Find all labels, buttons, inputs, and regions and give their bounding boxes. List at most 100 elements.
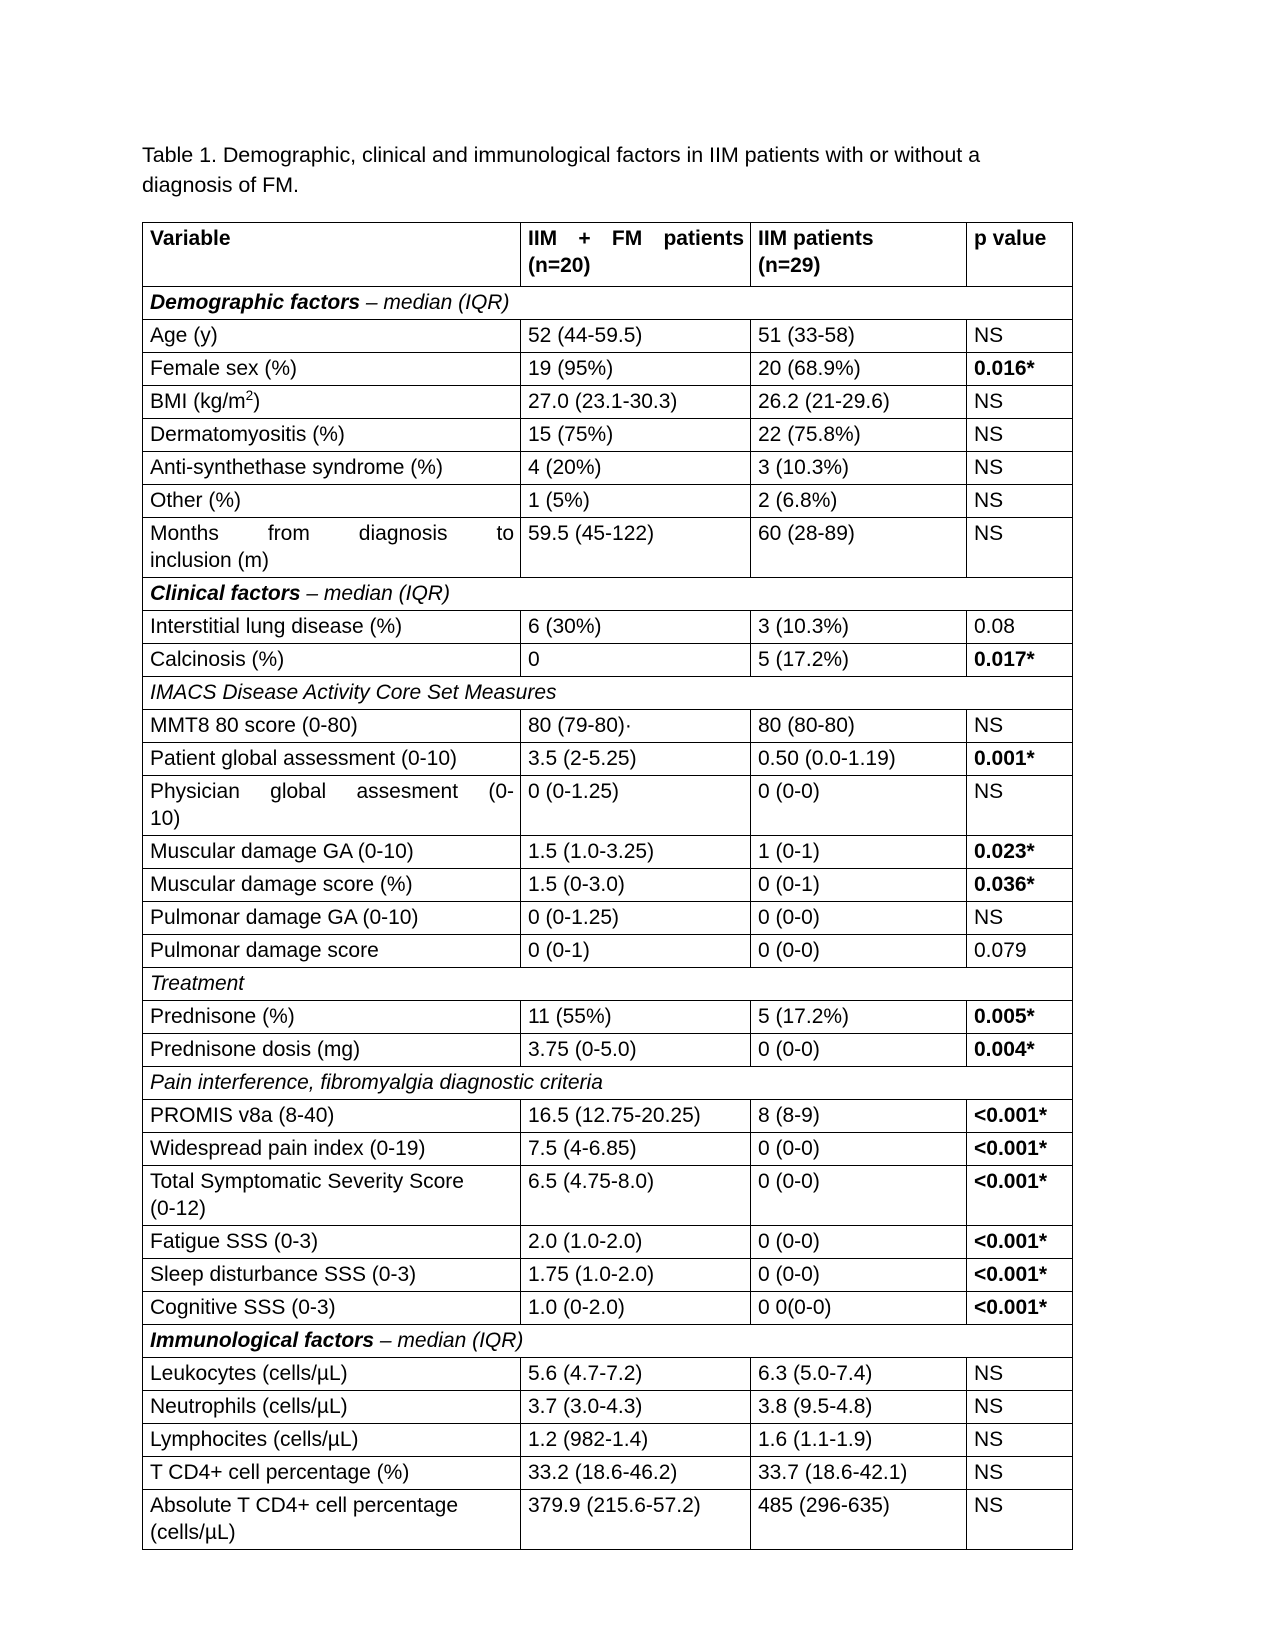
column-header-p-value: p value (966, 222, 1073, 287)
cell-iim-fm-value: 7.5 (4-6.85) (520, 1132, 751, 1166)
cell-iim-value: 0.50 (0.0-1.19) (750, 742, 967, 776)
row-variable-label: Interstitial lung disease (%) (142, 610, 521, 644)
cell-p-value: 0.036* (966, 868, 1073, 902)
cell-p-value: NS (966, 1357, 1073, 1391)
cell-p-value: <0.001* (966, 1099, 1073, 1133)
table-row: Interstitial lung disease (%) 6 (30%) 3 (1… (142, 610, 1073, 644)
cell-p-value: 0.079 (966, 934, 1073, 968)
section-title: Clinical factors – median (IQR) (142, 577, 1073, 611)
cell-iim-value: 80 (80-80) (750, 709, 967, 743)
table-row: Neutrophils (cells/µL) 3.7 (3.0-4.3) 3.8 (… (142, 1390, 1073, 1424)
cell-p-value: NS (966, 319, 1073, 353)
cell-p-value: NS (966, 709, 1073, 743)
cell-p-value: NS (966, 1456, 1073, 1490)
cell-iim-value: 0 (0-1) (750, 868, 967, 902)
row-variable-label: Widespread pain index (0-19) (142, 1132, 521, 1166)
cell-p-value: NS (966, 484, 1073, 518)
demographics-table: Variable IIM + FM patients (n=20) IIM patie… (142, 222, 1073, 1550)
cell-iim-value: 2 (6.8%) (750, 484, 967, 518)
section-title: Demographic factors – median (IQR) (142, 286, 1073, 320)
table-row: Dermatomyositis (%) 15 (75%) 22 (75.8%) NS (142, 418, 1073, 452)
section-title: IMACS Disease Activity Core Set Measures (142, 676, 1073, 710)
cell-iim-fm-value: 27.0 (23.1-30.3) (520, 385, 751, 419)
cell-iim-fm-value: 0 (0-1) (520, 934, 751, 968)
table-body: Variable IIM + FM patients (n=20) IIM patie… (142, 222, 1073, 1550)
table-row: T CD4+ cell percentage (%) 33.2 (18.6-46.… (142, 1456, 1073, 1490)
section-header-row: IMACS Disease Activity Core Set Measures (142, 676, 1073, 710)
cell-iim-value: 33.7 (18.6-42.1) (750, 1456, 967, 1490)
table-row: Sleep disturbance SSS (0-3) 1.75 (1.0-2.0… (142, 1258, 1073, 1292)
cell-p-value: NS (966, 901, 1073, 935)
cell-p-value: NS (966, 1423, 1073, 1457)
table-row: Absolute T CD4+ cell percentage (cells/µL… (142, 1489, 1073, 1550)
row-variable-label: Prednisone (%) (142, 1000, 521, 1034)
row-variable-label: Fatigue SSS (0-3) (142, 1225, 521, 1259)
row-variable-label: Muscular damage score (%) (142, 868, 521, 902)
table-row: Anti-synthethase syndrome (%) 4 (20%) 3 (1… (142, 451, 1073, 485)
cell-iim-fm-value: 1.0 (0-2.0) (520, 1291, 751, 1325)
cell-iim-value: 0 (0-0) (750, 775, 967, 836)
row-variable-label: Total Symptomatic Severity Score (0-12) (142, 1165, 521, 1226)
column-header-variable: Variable (142, 222, 521, 287)
cell-iim-value: 0 (0-0) (750, 1132, 967, 1166)
cell-iim-value: 1 (0-1) (750, 835, 967, 869)
cell-p-value: <0.001* (966, 1258, 1073, 1292)
table-row: Patient global assessment (0-10) 3.5 (2-5… (142, 742, 1073, 776)
cell-p-value: NS (966, 775, 1073, 836)
cell-iim-value: 0 (0-0) (750, 1165, 967, 1226)
table-row: BMI (kg/m2) 27.0 (23.1-30.3) 26.2 (21-29.6… (142, 385, 1073, 419)
cell-iim-fm-value: 3.7 (3.0-4.3) (520, 1390, 751, 1424)
table-row: Calcinosis (%) 0 5 (17.2%) 0.017* (142, 643, 1073, 677)
cell-iim-fm-value: 0 (520, 643, 751, 677)
cell-p-value: <0.001* (966, 1225, 1073, 1259)
table-row: Widespread pain index (0-19) 7.5 (4-6.85)… (142, 1132, 1073, 1166)
cell-iim-fm-value: 4 (20%) (520, 451, 751, 485)
row-variable-label: Dermatomyositis (%) (142, 418, 521, 452)
cell-iim-value: 0 (0-0) (750, 1225, 967, 1259)
row-variable-label: Age (y) (142, 319, 521, 353)
cell-p-value: 0.004* (966, 1033, 1073, 1067)
cell-iim-value: 0 0(0-0) (750, 1291, 967, 1325)
table-row: Female sex (%) 19 (95%) 20 (68.9%) 0.016* (142, 352, 1073, 386)
cell-iim-fm-value: 3.5 (2-5.25) (520, 742, 751, 776)
cell-iim-fm-value: 3.75 (0-5.0) (520, 1033, 751, 1067)
cell-iim-fm-value: 15 (75%) (520, 418, 751, 452)
cell-iim-value: 0 (0-0) (750, 934, 967, 968)
cell-iim-value: 60 (28-89) (750, 517, 967, 578)
table-caption: Table 1. Demographic, clinical and immun… (142, 143, 980, 197)
table-row: Months from diagnosis to inclusion (m) 59.… (142, 517, 1073, 578)
section-header-row: Treatment (142, 967, 1073, 1001)
section-title: Immunological factors – median (IQR) (142, 1324, 1073, 1358)
cell-p-value: 0.017* (966, 643, 1073, 677)
cell-iim-value: 0 (0-0) (750, 1258, 967, 1292)
row-variable-label: Calcinosis (%) (142, 643, 521, 677)
table-row: Fatigue SSS (0-3) 2.0 (1.0-2.0) 0 (0-0) <0.… (142, 1225, 1073, 1259)
cell-iim-value: 1.6 (1.1-1.9) (750, 1423, 967, 1457)
cell-p-value: NS (966, 1489, 1073, 1550)
table-row: Pulmonar damage score 0 (0-1) 0 (0-0) 0.079 (142, 934, 1073, 968)
table-row: Lymphocites (cells/µL) 1.2 (982-1.4) 1.6 (… (142, 1423, 1073, 1457)
row-variable-label: Patient global assessment (0-10) (142, 742, 521, 776)
cell-iim-fm-value: 1.5 (1.0-3.25) (520, 835, 751, 869)
cell-iim-value: 8 (8-9) (750, 1099, 967, 1133)
cell-p-value: 0.001* (966, 742, 1073, 776)
row-variable-label: BMI (kg/m2) (142, 385, 521, 419)
cell-p-value: 0.016* (966, 352, 1073, 386)
cell-p-value: 0.08 (966, 610, 1073, 644)
cell-p-value: NS (966, 1390, 1073, 1424)
row-variable-label: Female sex (%) (142, 352, 521, 386)
section-title: Pain interference, fibromyalgia diagnost… (142, 1066, 1073, 1100)
table-row: Cognitive SSS (0-3) 1.0 (0-2.0) 0 0(0-0) <0… (142, 1291, 1073, 1325)
row-variable-label: Prednisone dosis (mg) (142, 1033, 521, 1067)
cell-iim-value: 5 (17.2%) (750, 1000, 967, 1034)
cell-p-value: <0.001* (966, 1165, 1073, 1226)
section-header-row: Immunological factors – median (IQR) (142, 1324, 1073, 1358)
cell-iim-fm-value: 0 (0-1.25) (520, 775, 751, 836)
cell-p-value: NS (966, 451, 1073, 485)
cell-p-value: NS (966, 517, 1073, 578)
cell-iim-fm-value: 59.5 (45-122) (520, 517, 751, 578)
row-variable-label: Months from diagnosis to inclusion (m) (142, 517, 521, 578)
cell-iim-value: 22 (75.8%) (750, 418, 967, 452)
row-variable-label: Lymphocites (cells/µL) (142, 1423, 521, 1457)
column-header-iim-fm: IIM + FM patients (n=20) (520, 222, 751, 287)
